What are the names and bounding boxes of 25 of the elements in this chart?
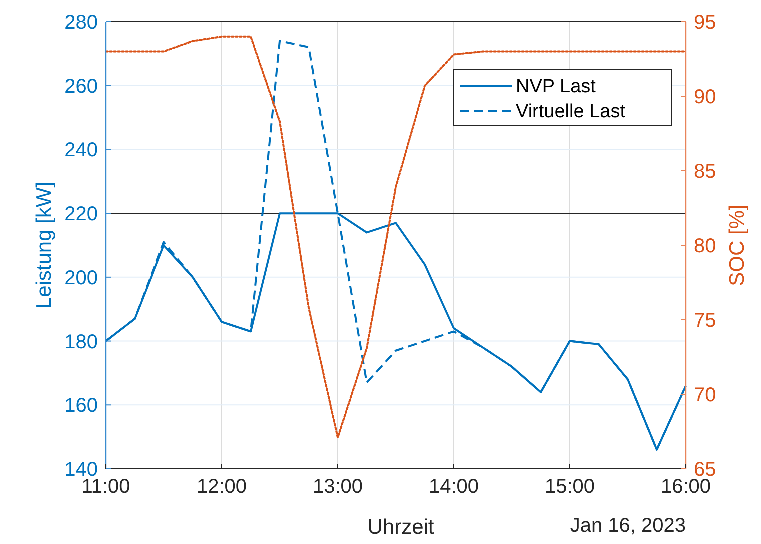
- y2-tick-label: 85: [694, 161, 716, 183]
- y2-axis-title: SOC [%]: [726, 204, 749, 286]
- x-tick-label: 11:00: [82, 476, 130, 498]
- x-tick-label: 13:00: [312, 476, 364, 498]
- y-tick-label: 200: [64, 267, 98, 290]
- y-tick-label: 240: [64, 140, 98, 162]
- y-axis-title: Leistung [kW]: [33, 182, 56, 310]
- x-tick-label: 12:00: [196, 476, 248, 498]
- x-tick-label: 14:00: [428, 476, 480, 498]
- text: Jan 16, 2023: [570, 515, 686, 537]
- y-tick-label: 280: [64, 12, 98, 34]
- y-tick-label: 260: [64, 76, 98, 98]
- y2-tick-label: 80: [694, 236, 716, 258]
- y2-tick-label: 70: [694, 384, 716, 406]
- y-tick-label: 180: [64, 331, 98, 354]
- x-tick-label: 16:00: [660, 476, 712, 498]
- y2-tick-label: 75: [694, 310, 716, 332]
- x-tick-label: 15:00: [544, 476, 596, 498]
- y-tick-label: 160: [64, 395, 98, 418]
- legend-label: NVP Last: [516, 76, 597, 98]
- legend-label: Virtuelle Last: [516, 102, 626, 123]
- y2-tick-label: 90: [694, 86, 716, 108]
- x-axis-title: Uhrzeit: [368, 516, 434, 539]
- y2-tick-label: 95: [694, 12, 716, 34]
- y-tick-label: 220: [64, 204, 98, 226]
